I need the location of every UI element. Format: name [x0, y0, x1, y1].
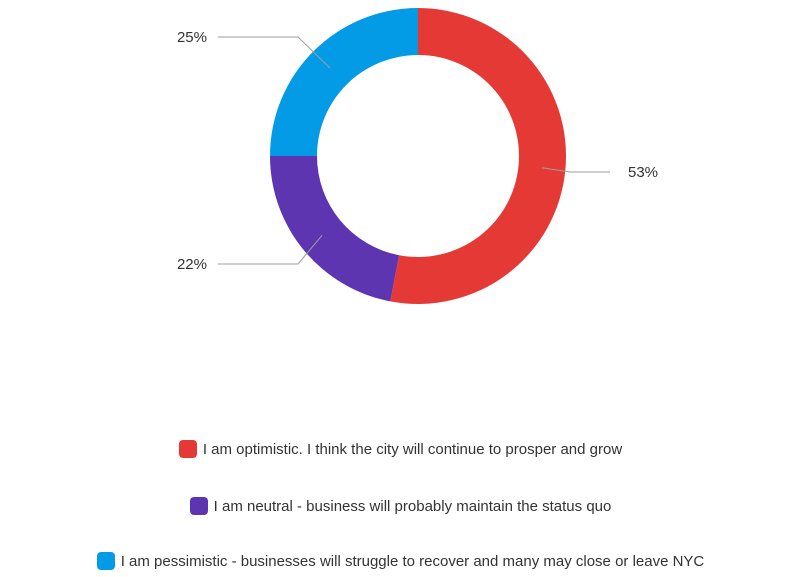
leader-line-optimistic	[541, 167, 610, 173]
leader-line-neutral	[218, 235, 323, 265]
legend-swatch-pessimistic	[96, 552, 115, 570]
legend-swatch-neutral	[189, 497, 208, 515]
leader-line-pessimistic	[218, 36, 331, 69]
legend-label-pessimistic: I am pessimistic - businesses will strug…	[120, 552, 705, 570]
donut-slice-neutral[interactable]	[270, 156, 400, 302]
legend-swatch-optimistic	[178, 440, 197, 458]
legend-item-neutral[interactable]: I am neutral - business will probably ma…	[189, 497, 612, 515]
legend-label-neutral: I am neutral - business will probably ma…	[213, 497, 612, 515]
legend-item-pessimistic[interactable]: I am pessimistic - businesses will strug…	[96, 552, 705, 570]
donut-slice-optimistic[interactable]	[390, 8, 566, 304]
legend-item-optimistic[interactable]: I am optimistic. I think the city will c…	[178, 440, 623, 458]
donut-slice-pessimistic[interactable]	[270, 8, 418, 156]
legend-row-optimistic: I am optimistic. I think the city will c…	[0, 440, 801, 458]
data-label-optimistic: 53%	[628, 164, 658, 181]
data-label-pessimistic: 25%	[177, 29, 207, 46]
legend-row-pessimistic: I am pessimistic - businesses will strug…	[0, 552, 801, 570]
legend-label-optimistic: I am optimistic. I think the city will c…	[202, 440, 623, 458]
legend-row-neutral: I am neutral - business will probably ma…	[0, 497, 801, 515]
donut-chart: 53% 22% 25%	[177, 8, 658, 304]
data-label-neutral: 22%	[177, 256, 207, 273]
